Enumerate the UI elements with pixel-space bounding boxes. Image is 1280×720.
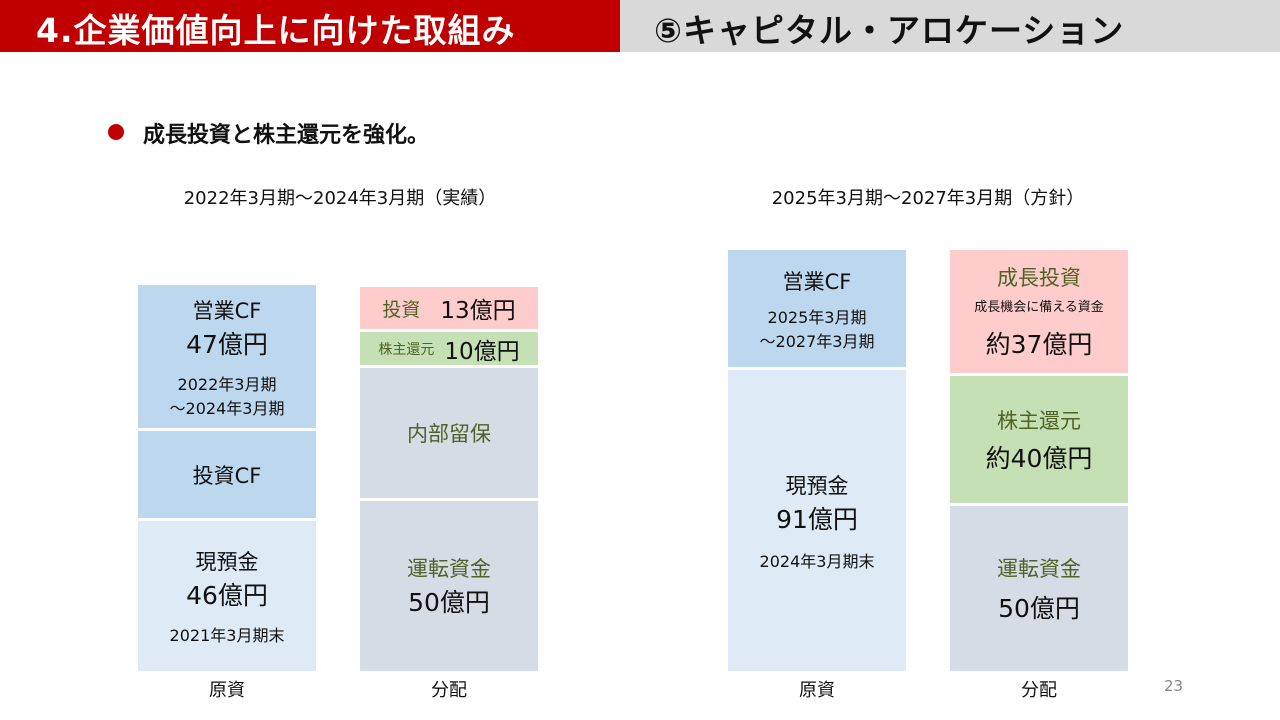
left-op-cf-period-1: 2022年3月期 — [177, 374, 277, 394]
left-shareholder-return-box: 株主還元 10億円 — [360, 332, 538, 365]
right-growth-note: 成長機会に備える資金 — [974, 300, 1104, 315]
left-op-cf-value: 47億円 — [186, 329, 268, 359]
left-cash-note: 2021年3月期末 — [169, 626, 285, 645]
right-op-cf-period-1: 2025年3月期 — [767, 307, 867, 327]
left-investment-value: 13億円 — [440, 298, 516, 324]
right-shareholder-return-box: 株主還元 約40億円 — [950, 376, 1128, 503]
left-cash-box: 現預金 46億円 2021年3月期末 — [138, 521, 316, 671]
left-investing-cf-box: 投資CF — [138, 431, 316, 518]
left-alloc-axis-label: 分配 — [431, 680, 467, 701]
right-source-axis-label: 原資 — [799, 680, 835, 701]
right-growth-value: 約37億円 — [985, 330, 1093, 359]
left-return-value: 10億円 — [444, 338, 520, 365]
left-operating-cf-box: 営業CF 47億円 2022年3月期 ～2024年3月期 — [138, 285, 316, 428]
left-working-label: 運転資金 — [407, 557, 491, 581]
right-growth-investment-box: 成長投資 成長機会に備える資金 約37億円 — [950, 250, 1128, 373]
left-working-capital-box: 運転資金 50億円 — [360, 501, 538, 671]
left-source-axis-label: 原資 — [209, 680, 245, 701]
bullet-text: 成長投資と株主還元を強化。 — [143, 123, 430, 148]
left-investment-label: 投資 — [382, 298, 421, 321]
right-op-cf-period-2: ～2027年3月期 — [759, 331, 875, 351]
right-cash-box: 現預金 91億円 2024年3月期末 — [728, 370, 906, 671]
right-op-cf-label: 営業CF — [782, 269, 852, 294]
right-operating-cf-box: 営業CF 2025年3月期 ～2027年3月期 — [728, 250, 906, 367]
page-number: 23 — [1164, 677, 1184, 695]
right-cash-value: 91億円 — [776, 504, 858, 534]
sub-title: ⑤キャピタル・アロケーション — [654, 11, 1125, 50]
right-working-value: 50億円 — [998, 593, 1080, 623]
right-period-title: 2025年3月期～2027年3月期（方針） — [771, 188, 1085, 209]
section-title: 4.企業価値向上に向けた取組み — [36, 11, 516, 50]
right-return-value: 約40億円 — [985, 443, 1093, 473]
left-return-label: 株主還元 — [378, 341, 435, 358]
section-header: 4.企業価値向上に向けた取組み — [0, 0, 620, 52]
left-op-cf-label: 営業CF — [192, 298, 262, 323]
right-working-label: 運転資金 — [997, 556, 1081, 581]
right-working-capital-box: 運転資金 50億円 — [950, 506, 1128, 671]
left-cash-label: 現預金 — [195, 550, 259, 574]
left-inv-cf-label: 投資CF — [192, 463, 262, 488]
right-cash-label: 現預金 — [785, 473, 849, 498]
left-working-value: 50億円 — [408, 588, 490, 617]
left-investment-box: 投資 13億円 — [360, 287, 538, 329]
bullet-dot-icon — [108, 124, 124, 140]
left-retained-earnings-box: 内部留保 — [360, 368, 538, 498]
left-op-cf-period-2: ～2024年3月期 — [169, 398, 285, 418]
right-return-label: 株主還元 — [997, 408, 1081, 433]
left-period-title: 2022年3月期～2024年3月期（実績） — [183, 188, 497, 209]
right-growth-label: 成長投資 — [997, 266, 1081, 290]
left-retained-label: 内部留保 — [407, 422, 491, 446]
left-cash-value: 46億円 — [186, 581, 268, 610]
sub-header: ⑤キャピタル・アロケーション — [620, 0, 1280, 52]
right-alloc-axis-label: 分配 — [1021, 680, 1057, 701]
right-cash-note: 2024年3月期末 — [759, 551, 875, 571]
